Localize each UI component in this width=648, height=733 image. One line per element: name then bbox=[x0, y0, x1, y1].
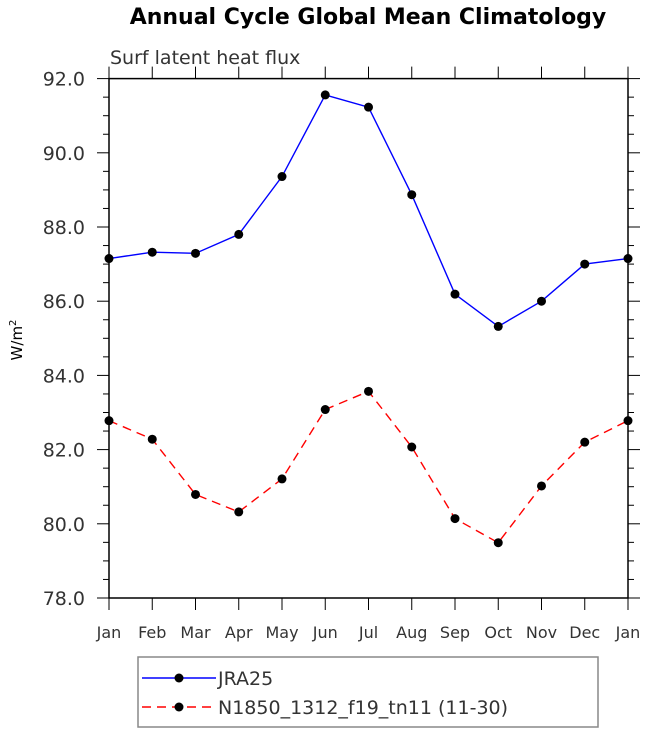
y-axis-label: W/m2 bbox=[8, 320, 26, 361]
legend-label: JRA25 bbox=[217, 668, 273, 690]
data-point bbox=[320, 405, 330, 415]
y-tick-label: 82.0 bbox=[43, 440, 85, 462]
data-point bbox=[191, 489, 200, 499]
x-tick-label: Oct bbox=[484, 623, 512, 642]
y-tick-label: 86.0 bbox=[43, 291, 85, 313]
data-point bbox=[234, 229, 244, 239]
x-tick-label: Nov bbox=[526, 623, 557, 642]
y-axis-label-superscript: 2 bbox=[8, 320, 19, 326]
data-point bbox=[537, 296, 546, 306]
legend-box bbox=[137, 656, 599, 728]
y-tick-label: 90.0 bbox=[43, 143, 85, 165]
series-line-0 bbox=[108, 94, 629, 328]
data-point bbox=[364, 102, 373, 112]
data-point bbox=[493, 321, 503, 331]
data-point bbox=[450, 289, 460, 299]
x-tick-label: Apr bbox=[225, 623, 253, 642]
data-point bbox=[147, 434, 157, 444]
legend-marker bbox=[174, 673, 184, 683]
legend: JRA25 N1850_1312_f19_tn11 (11-30) bbox=[137, 656, 599, 728]
y-tick-label: 92.0 bbox=[43, 69, 85, 91]
x-tick-label: Jan bbox=[96, 623, 122, 642]
y-tick-label: 80.0 bbox=[43, 514, 85, 536]
data-point bbox=[450, 514, 460, 524]
data-point bbox=[104, 416, 114, 426]
data-point bbox=[537, 481, 546, 491]
data-point bbox=[493, 538, 503, 548]
data-point bbox=[623, 254, 633, 264]
data-point bbox=[104, 254, 114, 264]
x-tick-label: Jun bbox=[312, 623, 338, 642]
x-tick-label: May bbox=[265, 623, 298, 642]
x-tick-label: Aug bbox=[396, 623, 427, 642]
series-line-1 bbox=[108, 390, 629, 544]
y-axis-label-text: W/m bbox=[8, 326, 26, 361]
data-point bbox=[580, 437, 590, 447]
y-tick-label: 78.0 bbox=[43, 588, 85, 610]
data-point bbox=[623, 416, 633, 426]
x-tick-label: Jul bbox=[358, 623, 378, 642]
legend-label: N1850_1312_f19_tn11 (11-30) bbox=[218, 697, 508, 719]
data-point bbox=[277, 474, 287, 484]
x-tick-label: Sep bbox=[440, 623, 470, 642]
data-point bbox=[147, 247, 157, 257]
data-point bbox=[364, 386, 373, 396]
data-point bbox=[277, 172, 287, 182]
y-tick-label: 84.0 bbox=[43, 365, 85, 387]
plot-frame bbox=[108, 77, 629, 599]
x-tick-label: Mar bbox=[180, 623, 211, 642]
chart-subtitle: Surf latent heat flux bbox=[110, 47, 300, 69]
data-point bbox=[234, 507, 244, 517]
legend-marker bbox=[174, 702, 184, 712]
data-point bbox=[407, 190, 417, 200]
data-point bbox=[580, 259, 590, 269]
x-tick-label: Jan bbox=[615, 623, 641, 642]
x-tick-label: Feb bbox=[138, 623, 166, 642]
chart-title: Annual Cycle Global Mean Climatology bbox=[130, 5, 607, 30]
data-point bbox=[320, 90, 330, 100]
data-point bbox=[191, 248, 200, 258]
x-tick-label: Dec bbox=[569, 623, 600, 642]
data-point bbox=[407, 442, 417, 452]
y-tick-label: 88.0 bbox=[43, 217, 85, 239]
